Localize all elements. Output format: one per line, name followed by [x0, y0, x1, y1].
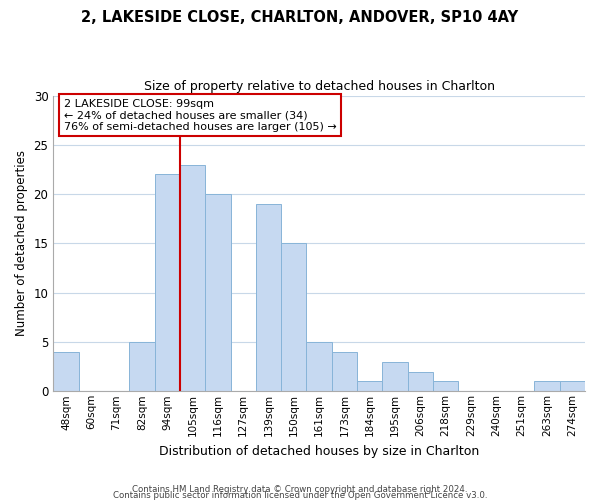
X-axis label: Distribution of detached houses by size in Charlton: Distribution of detached houses by size …: [159, 444, 479, 458]
Bar: [281, 244, 307, 392]
Bar: [155, 174, 180, 392]
Bar: [129, 342, 155, 392]
Bar: [307, 342, 332, 392]
Text: Contains HM Land Registry data © Crown copyright and database right 2024.: Contains HM Land Registry data © Crown c…: [132, 484, 468, 494]
Bar: [433, 382, 458, 392]
Bar: [53, 352, 79, 392]
Y-axis label: Number of detached properties: Number of detached properties: [15, 150, 28, 336]
Text: 2 LAKESIDE CLOSE: 99sqm
← 24% of detached houses are smaller (34)
76% of semi-de: 2 LAKESIDE CLOSE: 99sqm ← 24% of detache…: [64, 98, 337, 132]
Bar: [560, 382, 585, 392]
Bar: [180, 164, 205, 392]
Text: 2, LAKESIDE CLOSE, CHARLTON, ANDOVER, SP10 4AY: 2, LAKESIDE CLOSE, CHARLTON, ANDOVER, SP…: [82, 10, 518, 25]
Bar: [256, 204, 281, 392]
Bar: [382, 362, 408, 392]
Bar: [408, 372, 433, 392]
Bar: [332, 352, 357, 392]
Bar: [535, 382, 560, 392]
Title: Size of property relative to detached houses in Charlton: Size of property relative to detached ho…: [143, 80, 494, 93]
Text: Contains public sector information licensed under the Open Government Licence v3: Contains public sector information licen…: [113, 490, 487, 500]
Bar: [205, 194, 230, 392]
Bar: [357, 382, 382, 392]
